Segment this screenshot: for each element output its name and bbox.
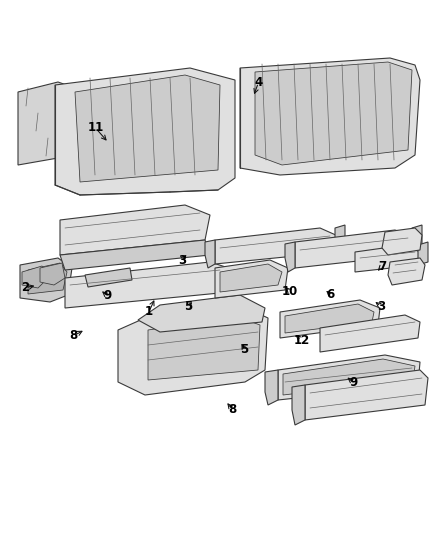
Polygon shape <box>55 68 235 195</box>
Polygon shape <box>60 240 210 270</box>
Text: 6: 6 <box>327 288 335 301</box>
Text: 5: 5 <box>240 343 248 356</box>
Polygon shape <box>18 82 75 165</box>
Text: 3: 3 <box>377 300 385 313</box>
Polygon shape <box>148 317 260 380</box>
Text: 10: 10 <box>282 285 298 298</box>
Polygon shape <box>280 300 380 338</box>
Polygon shape <box>305 370 428 420</box>
Polygon shape <box>215 260 288 298</box>
Text: 8: 8 <box>228 403 236 416</box>
Polygon shape <box>412 225 422 255</box>
Polygon shape <box>205 240 215 268</box>
Polygon shape <box>278 355 420 400</box>
Text: 11: 11 <box>87 122 104 134</box>
Polygon shape <box>320 315 420 352</box>
Polygon shape <box>292 385 305 425</box>
Text: 3: 3 <box>178 254 186 266</box>
Polygon shape <box>75 75 220 182</box>
Polygon shape <box>28 263 67 294</box>
Polygon shape <box>382 228 422 255</box>
Text: 1: 1 <box>145 305 153 318</box>
Polygon shape <box>40 263 65 285</box>
Text: 5: 5 <box>184 300 192 313</box>
Polygon shape <box>220 264 282 292</box>
Polygon shape <box>60 205 210 255</box>
Polygon shape <box>388 258 425 285</box>
Text: 8: 8 <box>70 329 78 342</box>
Polygon shape <box>285 304 374 333</box>
Polygon shape <box>418 242 428 265</box>
Text: 4: 4 <box>254 76 262 89</box>
Text: 12: 12 <box>293 334 310 346</box>
Polygon shape <box>355 245 420 272</box>
Polygon shape <box>138 295 265 332</box>
Text: 9: 9 <box>350 376 358 389</box>
Polygon shape <box>240 58 420 175</box>
Text: 7: 7 <box>378 260 386 273</box>
Polygon shape <box>255 62 412 165</box>
Polygon shape <box>85 268 132 287</box>
Text: 9: 9 <box>103 289 111 302</box>
Polygon shape <box>295 230 415 268</box>
Polygon shape <box>265 370 278 405</box>
Text: 2: 2 <box>21 281 29 294</box>
Polygon shape <box>335 225 345 252</box>
Polygon shape <box>22 266 48 288</box>
Polygon shape <box>20 258 72 302</box>
Polygon shape <box>283 359 415 395</box>
Polygon shape <box>285 242 295 272</box>
Polygon shape <box>65 262 235 308</box>
Polygon shape <box>118 305 268 395</box>
Polygon shape <box>215 228 338 264</box>
